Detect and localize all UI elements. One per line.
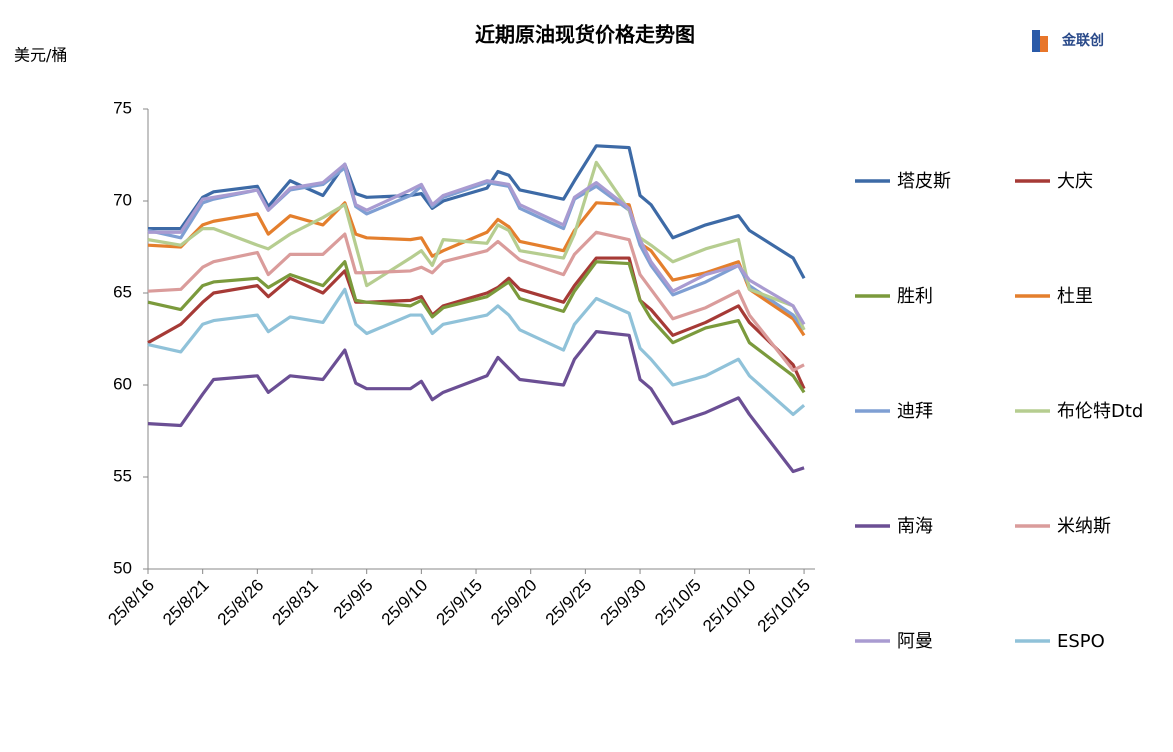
x-tick-label: 25/10/15 [754,576,814,636]
logo-text: 金联创 [1061,32,1104,49]
x-tick-label: 25/8/21 [159,576,213,630]
x-tick-label: 25/10/10 [699,576,759,636]
x-tick-label: 25/9/20 [487,576,541,630]
series-line [147,201,806,337]
legend-label: 胜利 [897,286,933,307]
y-tick-label: 60 [113,374,132,393]
x-tick-label: 25/10/5 [651,576,705,630]
y-tick-label: 55 [113,466,132,485]
y-tick-label: 65 [113,282,132,301]
x-tick-label: 25/9/15 [432,576,486,630]
legend-label: 塔皮斯 [897,171,951,192]
y-axis-label: 美元/桶 [14,46,67,65]
y-tick-label: 75 [113,98,132,117]
x-tick-label: 25/8/26 [214,576,268,630]
x-tick-label: 25/9/10 [378,576,432,630]
logo: 金联创 [1032,30,1104,52]
legend-label: 米纳斯 [1057,516,1111,537]
legend-label: 杜里 [1057,286,1093,307]
x-tick-label: 25/8/31 [268,576,322,630]
y-tick-label: 50 [113,558,132,577]
y-tick-label: 70 [113,190,132,209]
x-tick-label: 25/9/30 [596,576,650,630]
x-tick-label: 25/9/25 [542,576,596,630]
logo-mark [1040,36,1048,52]
series-line [147,230,805,372]
series-line [147,160,806,331]
legend-label: 布伦特Dtd [1057,401,1143,422]
legend-label: 迪拜 [897,401,933,422]
legend-label: 阿曼 [897,631,933,652]
series-line [147,260,806,394]
series-line [147,330,805,474]
x-tick-label: 25/9/5 [330,576,377,623]
legend-label: 南海 [897,516,933,537]
legend-label: ESPO [1057,631,1105,652]
legend-label: 大庆 [1057,171,1093,192]
x-tick-label: 25/8/16 [104,576,158,630]
chart-title: 近期原油现货价格走势图 [475,23,695,47]
series-line [147,287,806,417]
series-line [148,144,806,280]
series-line [148,162,806,326]
series-line [147,256,806,390]
logo-mark [1032,30,1040,52]
